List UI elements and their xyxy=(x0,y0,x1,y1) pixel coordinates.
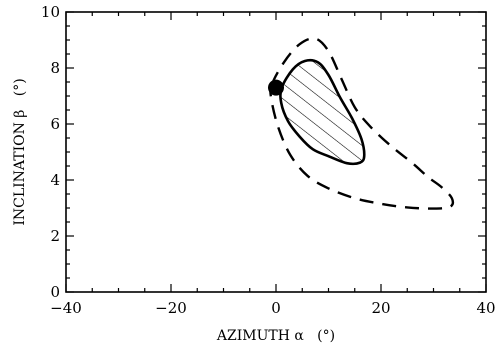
y-tick-label: 0 xyxy=(50,283,60,301)
y-tick-label: 4 xyxy=(50,171,60,189)
y-tick-label: 8 xyxy=(50,59,60,77)
x-tick-label: −40 xyxy=(50,299,82,317)
x-tick-label: −20 xyxy=(155,299,187,317)
x-axis-title: AZIMUTH α (°) xyxy=(216,328,335,344)
inner-hatched-contour xyxy=(279,59,366,166)
x-tick-label: 40 xyxy=(476,299,495,317)
marker-layer xyxy=(268,79,284,96)
tick-label-layer: −40 −20 0 20 40 0 2 4 6 8 10 xyxy=(41,3,496,317)
plot-frame xyxy=(65,11,487,293)
x-tick-label: 20 xyxy=(371,299,390,317)
y-tick-label: 10 xyxy=(41,3,60,21)
tick-layer xyxy=(65,11,487,293)
data-point-marker xyxy=(268,79,284,96)
outer-dashed-contour xyxy=(269,37,455,210)
y-tick-label: 6 xyxy=(50,115,60,133)
x-tick-label: 0 xyxy=(271,299,281,317)
contour-layer xyxy=(269,37,455,210)
y-tick-label: 2 xyxy=(50,227,60,245)
y-axis-title: INCLINATION β (°) xyxy=(12,78,28,225)
